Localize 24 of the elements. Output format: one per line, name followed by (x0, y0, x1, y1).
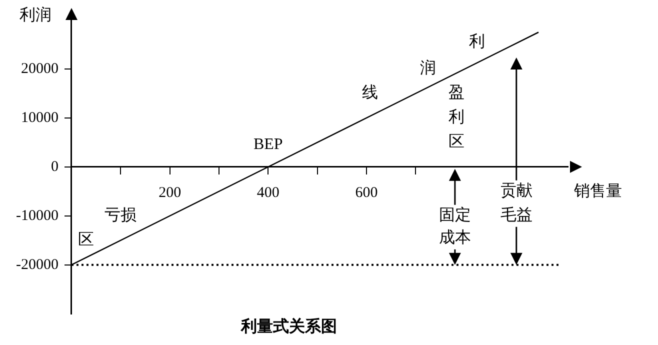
annotation: 盈 (448, 84, 464, 102)
annotation: 润 (420, 59, 436, 78)
annotation: BEP (253, 136, 283, 154)
y-tick-label: -10000 (16, 208, 58, 224)
x-tick-label: 400 (256, 184, 280, 201)
x-tick-label: 600 (355, 184, 378, 201)
annotation: 成本 (438, 228, 471, 247)
annotation: 线 (362, 84, 378, 102)
annotation: 毛益 (500, 206, 532, 224)
y-tick-label: 0 (50, 158, 58, 175)
annotation: 贡献 (500, 182, 532, 200)
annotation: 区 (448, 134, 464, 151)
y-tick-label: -20000 (16, 256, 58, 273)
annotation: 亏损 (104, 207, 137, 224)
x-axis-title: 销售量 (573, 183, 622, 200)
x-tick-label: 200 (158, 184, 182, 201)
annotation: 利 (469, 32, 486, 51)
y-axis-title: 利润 (19, 6, 52, 24)
annotation: 区 (78, 232, 94, 249)
y-tick-label: 20000 (20, 60, 58, 77)
annotation: 利 (448, 108, 464, 126)
text: 利量式关系图 (240, 318, 337, 336)
y-tick-label: 10000 (20, 110, 58, 126)
annotation: 固定 (438, 206, 471, 224)
